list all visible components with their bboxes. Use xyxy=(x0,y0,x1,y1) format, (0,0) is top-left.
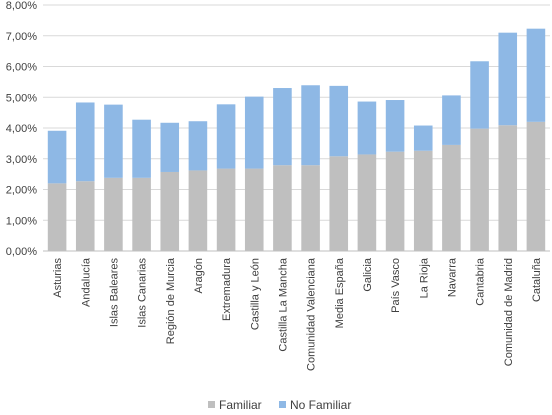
bar-no-familiar xyxy=(132,119,151,178)
bar-no-familiar xyxy=(357,101,377,155)
bar-no-familiar xyxy=(329,85,349,157)
y-tick-label: 6,00% xyxy=(6,62,37,74)
bar-familiar xyxy=(329,156,349,251)
x-tick-label: La Rioja xyxy=(418,257,430,298)
bar-familiar xyxy=(216,168,236,251)
y-tick-label: 3,00% xyxy=(6,154,37,166)
bar-no-familiar xyxy=(385,100,405,152)
legend-swatch xyxy=(208,401,215,408)
y-tick-labels: 0,00% 1,00% 2,00% 3,00% 4,00% 5,00% 6,00% 7,00%… xyxy=(6,0,37,258)
legend-swatch xyxy=(279,401,286,408)
y-tick-label: 8,00% xyxy=(6,0,37,12)
y-tick-label: 2,00% xyxy=(6,185,37,197)
bar-no-familiar xyxy=(526,28,546,122)
bar-familiar xyxy=(47,183,67,251)
gridlines xyxy=(43,4,550,221)
legend: Familiar No Familiar xyxy=(208,398,351,412)
bar-no-familiar xyxy=(47,130,67,184)
bar-no-familiar xyxy=(301,85,320,166)
x-tick-label: Galicia xyxy=(362,257,374,292)
bar-familiar xyxy=(75,181,95,251)
bar-no-familiar xyxy=(244,96,264,169)
legend-label: No Familiar xyxy=(290,398,351,412)
legend-label: Familiar xyxy=(219,398,262,412)
bar-no-familiar xyxy=(75,102,95,182)
bar-familiar xyxy=(273,165,292,251)
x-tick-label: Media España xyxy=(334,257,346,328)
bar-familiar xyxy=(160,171,180,251)
y-tick-label: 4,00% xyxy=(6,123,37,135)
bar-no-familiar xyxy=(442,95,461,145)
x-tick-label: Cantabria xyxy=(475,257,487,306)
x-tick-label: Cataluña xyxy=(531,257,543,302)
bar-familiar xyxy=(470,128,489,251)
x-tick-label: Islas Canarias xyxy=(137,258,149,328)
x-tick-label: Andalucía xyxy=(80,257,92,307)
x-tick-label: Comunidad de Madrid xyxy=(503,258,515,366)
bar-no-familiar xyxy=(160,122,180,172)
bar-no-familiar xyxy=(273,88,292,166)
x-tick-label: Aragón xyxy=(193,258,205,293)
y-tick-label: 7,00% xyxy=(6,31,37,43)
bar-familiar xyxy=(244,168,264,251)
bar-familiar xyxy=(385,151,405,251)
bars xyxy=(47,28,546,251)
bar-familiar xyxy=(526,121,546,251)
bar-familiar xyxy=(498,125,518,251)
bar-familiar xyxy=(301,165,320,251)
bar-familiar xyxy=(357,154,377,251)
bar-familiar xyxy=(188,170,208,251)
x-tick-label: Asturias xyxy=(52,258,64,298)
x-tick-label: Navarra xyxy=(446,257,458,297)
y-tick-label: 0,00% xyxy=(6,246,37,258)
y-tick-label: 5,00% xyxy=(6,92,37,104)
bar-no-familiar xyxy=(413,125,433,151)
x-tick-label: Extremadura xyxy=(221,257,233,321)
x-tick-label: Región de Murcia xyxy=(165,257,177,344)
bar-no-familiar xyxy=(498,32,518,126)
x-tick-label: Comunidad Valenciana xyxy=(306,257,318,371)
bar-familiar xyxy=(104,177,123,251)
bar-no-familiar xyxy=(104,104,123,178)
x-tick-label: Castilla y León xyxy=(249,258,261,330)
x-tick-label: Islas Baleares xyxy=(108,258,120,328)
bar-familiar xyxy=(413,150,433,251)
y-tick-label: 1,00% xyxy=(6,215,37,227)
bar-no-familiar xyxy=(188,121,208,171)
bar-no-familiar xyxy=(216,104,236,169)
bar-familiar xyxy=(132,177,151,251)
x-tick-labels: Asturias Andalucía Islas Baleares Islas Can… xyxy=(52,257,543,371)
bar-no-familiar xyxy=(470,61,489,129)
x-tick-label: Castilla La Mancha xyxy=(277,257,289,351)
x-tick-label: País Vasco xyxy=(390,258,402,313)
bar-familiar xyxy=(442,144,461,251)
